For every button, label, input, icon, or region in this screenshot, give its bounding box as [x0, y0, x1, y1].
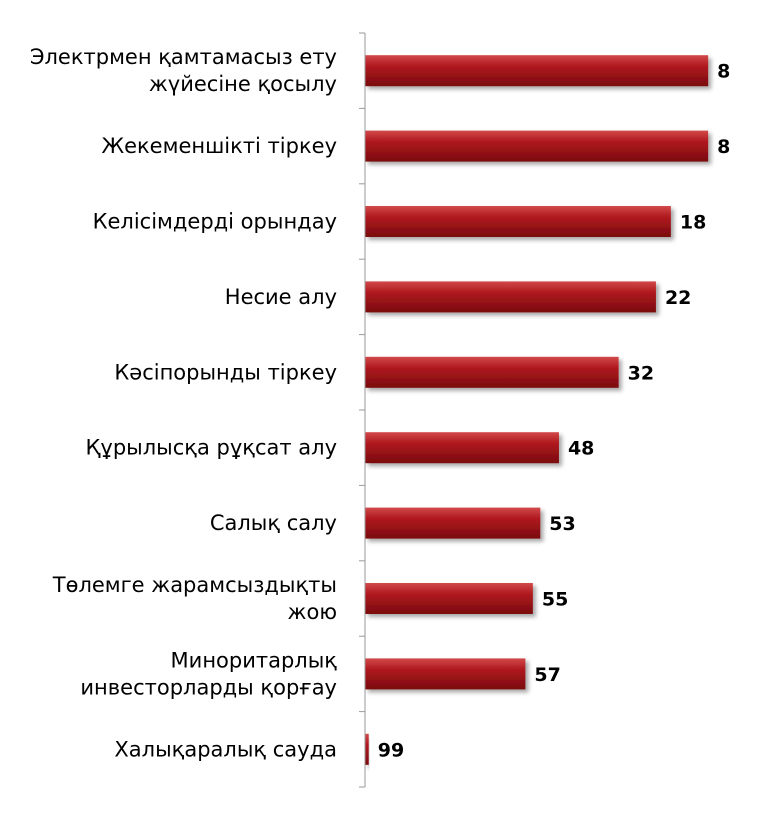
bar [365, 356, 619, 388]
bar [365, 583, 533, 614]
category-label: жүйесіне қосылу [149, 72, 337, 96]
data-label: 99 [378, 739, 404, 761]
category-label: Төлемге жарамсыздықты [52, 573, 337, 597]
bar [365, 658, 526, 690]
category-label: Электрмен қамтамасыз ету [30, 45, 337, 69]
category-label: Миноритарлық [171, 648, 338, 672]
data-label: 8 [717, 136, 730, 158]
data-label: 32 [628, 362, 654, 384]
bar [365, 55, 709, 87]
data-label: 48 [568, 438, 594, 460]
category-label: Халықаралық сауда [114, 737, 337, 761]
category-label: жою [288, 600, 337, 624]
data-label: 55 [542, 589, 568, 611]
bars-layer [365, 55, 709, 765]
bar [365, 432, 559, 464]
labels-layer: 8 Электрмен қамтамасыз ету жүйесіне қосылу… [30, 45, 731, 761]
bar [365, 206, 671, 237]
bar [365, 733, 369, 765]
bar [365, 281, 656, 313]
data-label: 18 [680, 212, 706, 234]
data-label: 53 [549, 513, 575, 535]
category-label: инвесторларды қорғау [80, 675, 337, 699]
data-label: 8 [717, 61, 730, 83]
category-label: Кәсіпорынды тіркеу [114, 360, 337, 384]
axis-layer [359, 32, 366, 788]
category-label: Құрылысқа рұқсат алу [85, 436, 337, 460]
data-label: 22 [665, 287, 691, 309]
category-label: Несие алу [225, 285, 337, 309]
category-label: Келісімдерді орындау [93, 210, 337, 234]
bar [365, 507, 541, 539]
data-label: 57 [534, 664, 560, 686]
category-label: Жекеменшікті тіркеу [101, 134, 337, 158]
category-label: Салық салу [210, 511, 337, 535]
bar [365, 130, 709, 162]
